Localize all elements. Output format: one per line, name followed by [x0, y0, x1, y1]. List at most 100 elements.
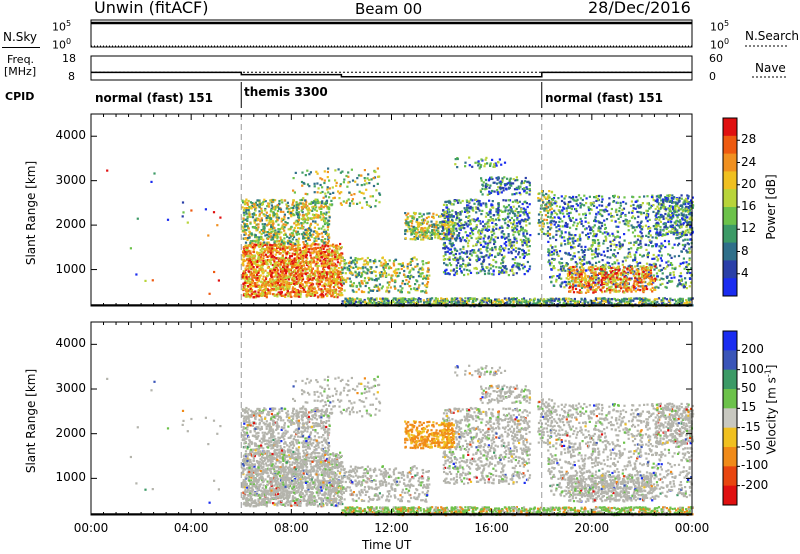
power-point — [244, 277, 247, 280]
power-point — [385, 274, 388, 278]
power-point — [587, 248, 590, 251]
power-point — [324, 201, 328, 204]
power-point — [410, 288, 413, 291]
power-point — [492, 258, 495, 262]
power-point — [588, 225, 591, 228]
power-point — [634, 287, 637, 290]
power-point — [267, 281, 270, 284]
power-point — [422, 268, 425, 271]
power-point — [248, 294, 251, 297]
power-point — [509, 240, 512, 243]
power-point — [330, 295, 333, 298]
power-point — [273, 294, 276, 297]
power-point — [274, 261, 277, 264]
power-point — [525, 191, 529, 194]
power-point — [419, 212, 422, 215]
power-point — [333, 289, 336, 292]
power-point — [355, 290, 358, 294]
power-point — [612, 283, 615, 286]
power-point — [485, 205, 488, 209]
power-point — [293, 249, 296, 252]
power-point — [335, 264, 338, 268]
power-point — [313, 290, 316, 293]
power-point — [592, 230, 595, 233]
power-point — [390, 274, 393, 277]
power-point — [601, 214, 604, 218]
power-point — [632, 258, 635, 261]
power-point — [422, 277, 425, 280]
power-point — [394, 258, 398, 261]
power-point — [562, 267, 565, 270]
power-point — [630, 216, 634, 219]
power-point — [647, 235, 650, 239]
power-point — [299, 199, 302, 202]
power-point — [276, 261, 279, 264]
power-point — [337, 274, 340, 277]
power-point — [294, 171, 297, 174]
power-point — [547, 240, 550, 243]
power-point — [375, 277, 378, 280]
power-point — [629, 204, 633, 207]
power-point — [422, 213, 425, 216]
power-point — [302, 197, 305, 200]
power-point — [261, 209, 264, 212]
power-point — [296, 206, 299, 209]
power-point — [481, 209, 484, 212]
power-point — [367, 269, 370, 272]
power-point — [335, 290, 338, 293]
power-point — [303, 252, 306, 256]
power-point — [561, 262, 564, 265]
power-point — [498, 228, 501, 231]
power-point — [296, 226, 300, 230]
power-point — [253, 219, 256, 222]
power-point — [648, 203, 651, 206]
power-point — [575, 210, 578, 213]
power-point — [510, 208, 513, 211]
power-point — [597, 199, 600, 202]
power-point — [331, 186, 334, 189]
power-point — [497, 207, 500, 210]
power-point — [279, 266, 282, 269]
power-point — [492, 229, 495, 232]
power-point — [383, 259, 386, 262]
power-point — [369, 271, 372, 274]
power-point — [475, 211, 478, 214]
power-point — [490, 236, 493, 239]
power-point — [260, 281, 263, 284]
power-point — [314, 220, 317, 223]
power-point — [491, 206, 494, 209]
power-point — [302, 204, 305, 208]
power-point — [262, 275, 265, 278]
power-point — [334, 284, 337, 287]
power-point — [548, 259, 551, 262]
power-point — [466, 242, 470, 245]
power-point — [456, 212, 459, 215]
power-point — [513, 236, 516, 239]
power-point — [402, 273, 406, 276]
power-point — [326, 225, 329, 229]
power-point — [328, 272, 331, 275]
power-point — [627, 229, 630, 232]
power-point — [316, 271, 319, 274]
power-point — [649, 267, 652, 270]
power-point — [345, 278, 348, 281]
power-point — [334, 266, 337, 269]
power-point — [253, 254, 257, 257]
power-point — [266, 244, 269, 247]
power-point — [498, 214, 501, 217]
power-point — [451, 209, 454, 212]
power-point — [455, 270, 458, 273]
power-point — [507, 233, 510, 236]
power-point — [374, 274, 378, 277]
power-point — [315, 215, 318, 218]
power-point — [660, 242, 663, 245]
power-point — [658, 278, 661, 281]
power-point — [518, 268, 521, 271]
power-point — [270, 268, 273, 271]
power-point — [323, 179, 326, 182]
power-point — [524, 180, 527, 183]
power-point — [498, 245, 502, 249]
power-point — [511, 229, 514, 232]
power-point — [307, 286, 310, 289]
power-point — [690, 220, 693, 223]
